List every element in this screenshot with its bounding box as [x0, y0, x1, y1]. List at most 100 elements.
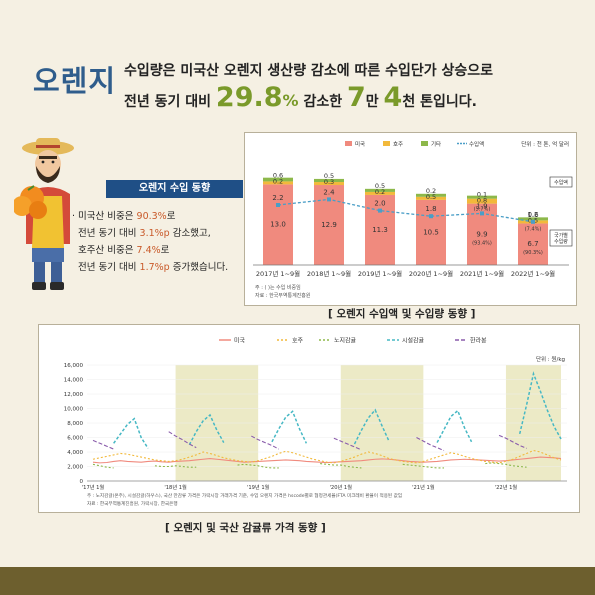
chart1-source: 자료 : 한국무역통계진흥원 [255, 292, 311, 299]
legend-swatch-2 [421, 141, 428, 146]
series-line-시설감귤 [188, 413, 225, 446]
headline-line1: 수입량은 미국산 오렌지 생산량 감소에 따른 수입단가 상승으로 [124, 63, 493, 79]
bar-label-other: 0.5 [375, 182, 385, 190]
side-label-volume-1: 국가별 [554, 232, 568, 239]
side-box-value [549, 176, 573, 188]
series-line-시설감귤 [271, 410, 308, 444]
bar-기타-0 [263, 177, 293, 182]
chart2-caption: [ 오렌지 및 국산 감귤류 가격 동향 ] [165, 522, 326, 534]
series-line-노지감귤 [320, 463, 362, 469]
y-tick-label: 8,000 [67, 421, 83, 427]
import-value-label: 2.4 [323, 188, 335, 196]
bar-label-aus: 0.2 [273, 177, 283, 185]
bullet-item: · 미국산 비중은 90.3%로 [72, 211, 176, 222]
series-line-한라봉 [168, 431, 197, 449]
import-value-line [277, 198, 534, 223]
share-label-usa: (90.3%) [523, 250, 543, 256]
legend-label-2: 기타 [431, 140, 441, 148]
series-line-한라봉 [498, 434, 527, 449]
import-value-point [531, 219, 535, 224]
headline-text-a: 전년 동기 대비 [124, 94, 212, 110]
import-value-label: 1.8 [425, 205, 436, 213]
y-tick-label: 0 [80, 479, 84, 485]
share-label-aus: (7.4%) [525, 226, 542, 232]
bar-미국-0 [263, 184, 293, 265]
y-tick-label: 6,000 [67, 436, 83, 442]
bar-기타-3 [416, 193, 446, 197]
series-line-시설감귤 [353, 408, 390, 445]
import-value-point [480, 211, 484, 216]
import-value-point [276, 203, 280, 207]
bar-호주-3 [416, 196, 446, 200]
footer-band [0, 567, 595, 595]
series-line-한라봉 [333, 437, 362, 451]
series-line-한라봉 [416, 437, 445, 452]
bar-기타-5 [518, 217, 548, 221]
y-tick-label: 10,000 [64, 407, 84, 413]
series-line-시설감귤 [113, 417, 149, 449]
y-tick-label: 4,000 [67, 450, 83, 456]
legend-swatch-0 [345, 141, 352, 146]
legend-swatch-1 [383, 141, 390, 146]
bullet-item: 전년 동기 대비 1.7%p 증가했습니다. [78, 262, 229, 273]
import-value-point [378, 208, 382, 213]
bar-label-aus: 0.5 [426, 193, 436, 201]
x-tick-label: '21년 1월 [412, 483, 435, 491]
bar-label-other: 0.1 [477, 191, 487, 199]
x-tick-label: 2020년 1~9월 [409, 269, 453, 278]
x-tick-label: 2017년 1~9월 [256, 269, 300, 278]
y-tick-label: 16,000 [64, 363, 84, 369]
series-line-시설감귤 [436, 409, 473, 443]
headline-text-b: 감소한 [303, 94, 343, 110]
legend-label-0: 미국 [234, 337, 246, 345]
bar-호주-1 [314, 182, 344, 186]
headline-pct-unit: % [282, 91, 299, 110]
x-tick-label: '18년 1월 [164, 483, 187, 491]
headline-line2: 전년 동기 대비 29.8% 감소한 7만 4천 톤입니다. [124, 84, 477, 113]
bar-label-aus: 0.8 [477, 197, 487, 205]
bullet-item: 전년 동기 대비 3.1%p 감소했고, [78, 228, 211, 239]
headline-text-c: 천 톤입니다. [402, 94, 477, 110]
chart2-note: 주 : 노지감귤(온주), 시설감귤(하우스), 국산 만감류 가격은 가락시장… [87, 492, 402, 499]
series-line-노지감귤 [402, 463, 444, 469]
import-value-point [429, 214, 433, 219]
legend-label-2: 노지감귤 [334, 337, 357, 345]
unit-label: 단위 : 천 톤, 억 달러 [521, 140, 569, 148]
series-line-한라봉 [92, 439, 114, 450]
share-label-aus: (5.7%) [474, 207, 491, 213]
bar-label-usa: 13.0 [270, 221, 286, 229]
y-tick-label: 2,000 [67, 465, 83, 471]
y-tick-label: 12,000 [64, 392, 84, 398]
chart2-source: 자료 : 한국무역통계진흥원, 가락시장, 한국은행 [87, 500, 178, 507]
series-line-노지감귤 [154, 465, 197, 468]
import-value-label: 1.9 [476, 202, 487, 210]
legend-label-1: 호주 [292, 338, 304, 345]
bar-label-aus: 0.2 [375, 188, 385, 196]
series-line-노지감귤 [485, 462, 527, 468]
series-line-노지감귤 [237, 463, 279, 469]
unit-label: 단위 : 원/kg [536, 355, 565, 363]
bullet-list: · 미국산 비중은 90.3%로 전년 동기 대비 3.1%p 감소했고, 호주… [72, 208, 228, 276]
x-tick-label: 2018년 1~9월 [307, 269, 351, 278]
legend-label-0: 미국 [355, 140, 365, 148]
import-chart-panel: 미국 호주 기타 수입액 단위 : 천 톤, 억 달러 13.0 0.2 0.6 2017년 1… [244, 132, 577, 306]
bar-호주-0 [263, 181, 293, 185]
bar-label-other: 0.6 [273, 171, 283, 179]
series-line-한라봉 [251, 435, 280, 450]
legend-label-3: 시설감귤 [402, 337, 425, 345]
bar-label-other: 0.5 [324, 172, 334, 180]
side-label-volume-2: 수입량 [554, 238, 568, 245]
x-tick-label: 2019년 1~9월 [358, 269, 402, 278]
bar-label-other: 0.2 [426, 187, 436, 195]
bar-기타-4 [467, 195, 497, 199]
x-tick-label: '19년 1월 [247, 483, 270, 491]
bar-label-usa: 9.9 [476, 230, 487, 238]
legend-label-4: 한라봉 [470, 337, 487, 345]
x-tick-label: 2021년 1~9월 [460, 269, 504, 278]
x-tick-label: '22년 1월 [495, 483, 518, 491]
import-value-label: 1.6 [527, 211, 539, 219]
bar-미국-2 [365, 194, 395, 265]
bar-호주-2 [365, 191, 395, 195]
import-value-label: 2.0 [374, 200, 385, 208]
farmer-illustration [14, 138, 74, 290]
